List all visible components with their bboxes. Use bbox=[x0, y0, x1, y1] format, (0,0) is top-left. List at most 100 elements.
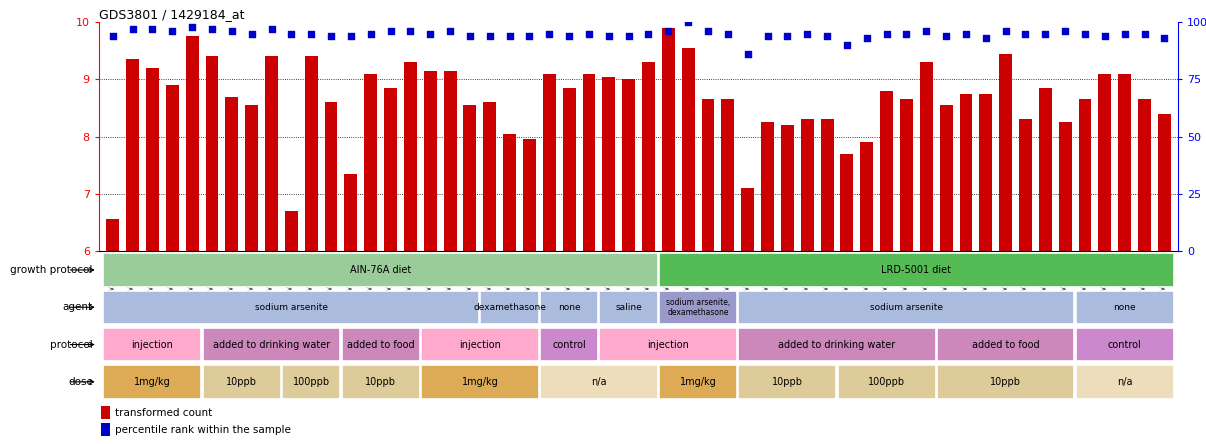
Bar bbox=[1099, 74, 1111, 251]
Bar bbox=[166, 85, 178, 251]
Point bbox=[738, 51, 757, 58]
Point bbox=[1015, 30, 1035, 37]
Bar bbox=[658, 253, 1173, 287]
Point bbox=[123, 25, 142, 32]
Point bbox=[1095, 32, 1114, 40]
Text: sodium arsenite: sodium arsenite bbox=[870, 303, 943, 312]
Text: percentile rank within the sample: percentile rank within the sample bbox=[115, 425, 291, 435]
Text: 10ppb: 10ppb bbox=[365, 377, 396, 387]
Bar bbox=[937, 365, 1075, 399]
Bar bbox=[345, 174, 357, 251]
Bar bbox=[820, 119, 833, 251]
Bar bbox=[146, 68, 159, 251]
Point bbox=[381, 28, 400, 35]
Bar bbox=[421, 328, 539, 361]
Bar bbox=[364, 74, 377, 251]
Point bbox=[1036, 30, 1055, 37]
Bar bbox=[543, 74, 556, 251]
Bar bbox=[841, 154, 854, 251]
Bar bbox=[1019, 119, 1032, 251]
Bar bbox=[599, 328, 737, 361]
Point bbox=[341, 32, 361, 40]
Bar bbox=[658, 290, 737, 324]
Text: 1mg/kg: 1mg/kg bbox=[462, 377, 498, 387]
Bar bbox=[104, 328, 201, 361]
Bar bbox=[480, 290, 539, 324]
Point bbox=[242, 30, 262, 37]
Point bbox=[698, 28, 718, 35]
Bar bbox=[104, 290, 479, 324]
Text: saline: saline bbox=[615, 303, 642, 312]
Bar bbox=[423, 71, 437, 251]
Bar bbox=[900, 99, 913, 251]
Point bbox=[421, 30, 440, 37]
Bar bbox=[880, 91, 892, 251]
Text: AIN-76A diet: AIN-76A diet bbox=[350, 265, 411, 275]
Bar bbox=[1000, 54, 1012, 251]
Bar bbox=[702, 99, 714, 251]
Text: 100ppb: 100ppb bbox=[868, 377, 906, 387]
Bar bbox=[801, 119, 814, 251]
Text: protocol: protocol bbox=[51, 340, 93, 349]
Bar bbox=[838, 365, 936, 399]
Point bbox=[599, 32, 619, 40]
Text: none: none bbox=[558, 303, 580, 312]
Bar bbox=[104, 253, 657, 287]
Point bbox=[1055, 28, 1075, 35]
Bar bbox=[1138, 99, 1151, 251]
Text: 10ppb: 10ppb bbox=[227, 377, 257, 387]
Bar bbox=[106, 219, 119, 251]
Bar bbox=[104, 365, 201, 399]
Point bbox=[104, 32, 123, 40]
Bar bbox=[540, 328, 598, 361]
Bar bbox=[186, 36, 199, 251]
Bar bbox=[1078, 99, 1091, 251]
Text: 1mg/kg: 1mg/kg bbox=[680, 377, 716, 387]
Bar bbox=[523, 139, 535, 251]
Text: added to food: added to food bbox=[347, 340, 415, 349]
Point bbox=[182, 23, 201, 30]
Bar bbox=[1076, 290, 1173, 324]
Text: control: control bbox=[1108, 340, 1142, 349]
Text: 100ppb: 100ppb bbox=[293, 377, 329, 387]
Point bbox=[897, 30, 917, 37]
Bar bbox=[101, 406, 110, 419]
Bar bbox=[341, 328, 420, 361]
Bar bbox=[1059, 122, 1072, 251]
Bar bbox=[324, 102, 338, 251]
Point bbox=[142, 25, 162, 32]
Text: control: control bbox=[552, 340, 586, 349]
Bar bbox=[642, 62, 655, 251]
Point bbox=[500, 32, 520, 40]
Text: injection: injection bbox=[648, 340, 690, 349]
Bar bbox=[937, 328, 1075, 361]
Text: sodium arsenite,
dexamethasone: sodium arsenite, dexamethasone bbox=[666, 297, 730, 317]
Text: added to drinking water: added to drinking water bbox=[213, 340, 330, 349]
Point bbox=[757, 32, 777, 40]
Point bbox=[797, 30, 816, 37]
Point bbox=[778, 32, 797, 40]
Text: GDS3801 / 1429184_at: GDS3801 / 1429184_at bbox=[99, 8, 245, 21]
Bar bbox=[1076, 328, 1173, 361]
Bar bbox=[738, 290, 1075, 324]
Bar bbox=[503, 134, 516, 251]
Point bbox=[818, 32, 837, 40]
Point bbox=[203, 25, 222, 32]
Point bbox=[520, 32, 539, 40]
Text: added to food: added to food bbox=[972, 340, 1040, 349]
Bar bbox=[622, 79, 636, 251]
Point bbox=[400, 28, 420, 35]
Bar bbox=[444, 71, 457, 251]
Point bbox=[1154, 35, 1173, 42]
Text: n/a: n/a bbox=[591, 377, 607, 387]
Point bbox=[539, 30, 558, 37]
Point bbox=[917, 28, 936, 35]
Bar bbox=[245, 105, 258, 251]
Bar bbox=[341, 365, 420, 399]
Point bbox=[857, 35, 877, 42]
Bar bbox=[463, 105, 476, 251]
Bar bbox=[385, 88, 397, 251]
Text: none: none bbox=[1113, 303, 1136, 312]
Bar bbox=[1118, 74, 1131, 251]
Bar bbox=[226, 96, 239, 251]
